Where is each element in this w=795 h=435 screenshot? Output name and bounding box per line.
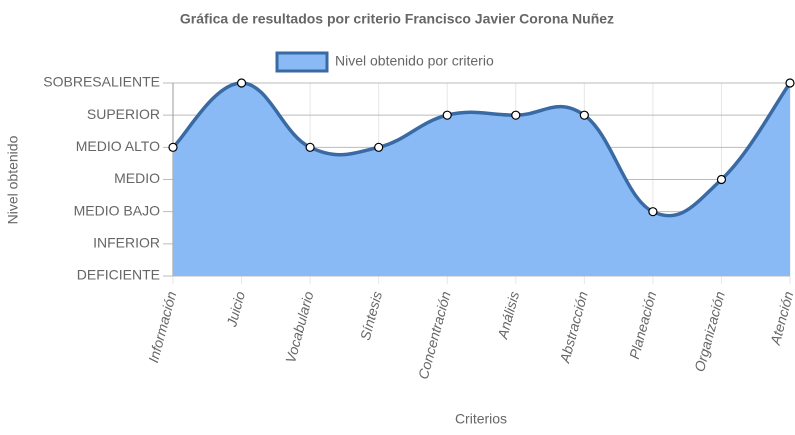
x-tick-label: Análisis — [494, 290, 522, 342]
y-axis-title: Nivel obtenido — [5, 135, 21, 224]
y-tick-label: MEDIO — [114, 170, 160, 186]
y-tick-label: MEDIO ALTO — [76, 138, 160, 154]
y-tick-label: SUPERIOR — [87, 106, 160, 122]
x-tick-label: Juicio — [223, 289, 248, 329]
x-axis-title: Criterios — [455, 411, 507, 427]
y-tick-label: DEFICIENTE — [77, 267, 160, 283]
x-tick-label: Síntesis — [357, 290, 385, 342]
x-tick-label: Concentración — [415, 289, 454, 381]
legend-label: Nivel obtenido por criterio — [335, 53, 494, 69]
point — [579, 110, 589, 120]
chart-title: Gráfica de resultados por criterio Franc… — [180, 11, 614, 27]
x-tick-label: Planeación — [626, 289, 659, 360]
x-tick-label: Organización — [691, 289, 728, 373]
x-tick-label: Atención — [767, 289, 795, 347]
point — [374, 142, 384, 152]
area — [173, 83, 790, 276]
point — [511, 110, 521, 120]
y-tick-label: INFERIOR — [93, 235, 160, 251]
point — [236, 78, 247, 88]
x-tick-label: Información — [145, 289, 179, 364]
legend-swatch — [275, 51, 329, 73]
point — [716, 174, 727, 185]
point — [305, 142, 315, 152]
x-tick-label: Abstracción — [556, 289, 591, 365]
point — [442, 110, 452, 120]
point — [648, 207, 658, 217]
y-tick-label: SOBRESALIENTE — [43, 74, 160, 90]
line — [171, 81, 792, 218]
y-tick-label: MEDIO BAJO — [74, 202, 160, 218]
point — [168, 142, 178, 152]
x-tick-label: Vocabulario — [282, 289, 317, 364]
point — [785, 78, 795, 88]
